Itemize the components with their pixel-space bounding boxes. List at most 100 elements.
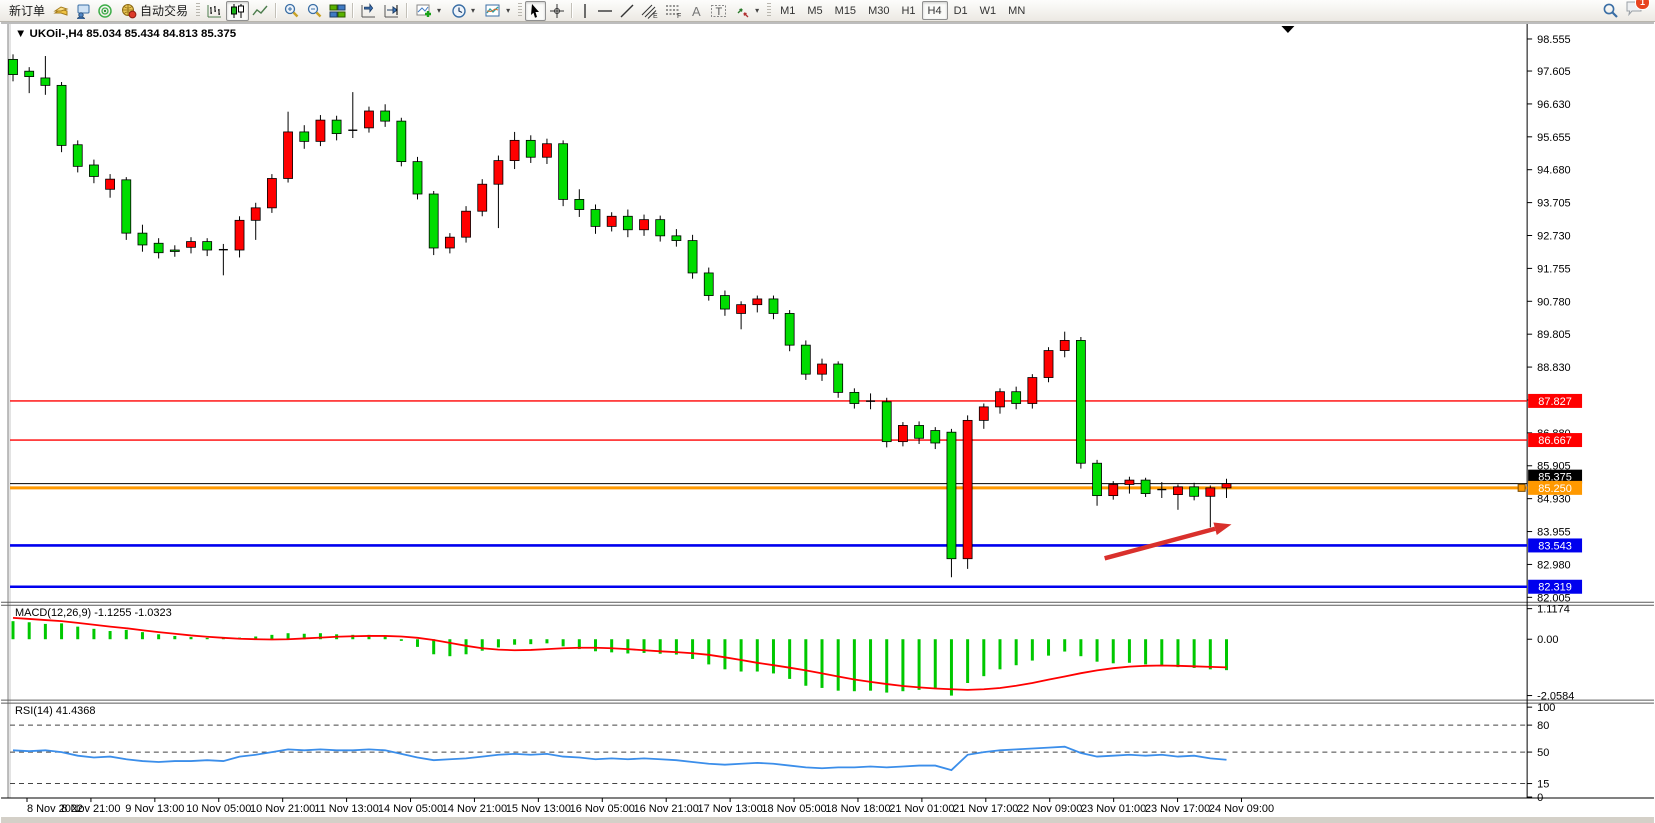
- chart-shift-marker[interactable]: [1281, 25, 1295, 33]
- toolbar-grip[interactable]: [767, 3, 772, 18]
- price-tick-label: 89.805: [1537, 329, 1571, 341]
- chart-shift-button[interactable]: [380, 1, 403, 21]
- tile-windows-icon: [329, 4, 346, 17]
- cursor-icon: [531, 3, 540, 18]
- macd-label: MACD(12,26,9) -1.1255 -1.0323: [15, 607, 172, 619]
- market-watch-icon[interactable]: [50, 1, 72, 21]
- horizontal-line-tool-button[interactable]: [594, 1, 616, 21]
- price-tick-label: 97.605: [1537, 66, 1571, 78]
- terminal-icon[interactable]: [72, 1, 94, 21]
- fibonacci-tool-button[interactable]: F: [662, 1, 686, 21]
- chart-window[interactable]: 98.555 97.605 96.630 95.655 94.680 93.705 92.7…: [0, 22, 1655, 823]
- down-candle: [881, 401, 892, 443]
- zoom-out-button[interactable]: [303, 1, 326, 21]
- rsi-line: [12, 745, 1227, 772]
- clock-icon: [452, 3, 466, 18]
- signals-icon[interactable]: [94, 1, 116, 21]
- up-candle: [898, 425, 908, 443]
- bar-chart-icon: [207, 4, 222, 17]
- down-candle: [930, 430, 941, 444]
- vertical-line-tool-button[interactable]: [576, 1, 594, 21]
- down-candle: [720, 295, 730, 310]
- down-candle: [914, 425, 924, 439]
- macd-signal-line: [12, 616, 1227, 691]
- arrows-tool-button[interactable]: ▾: [730, 1, 764, 21]
- time-tick-label: 8 Nov 21:00: [61, 803, 120, 815]
- up-candle: [1124, 479, 1135, 485]
- down-candle: [590, 209, 601, 227]
- cursor-tool-button[interactable]: [525, 0, 547, 21]
- candlestick-chart-type-button[interactable]: [226, 0, 250, 21]
- crosshair-icon: [550, 3, 565, 18]
- time-tick-label: 10 Nov 21:00: [250, 803, 315, 815]
- toolbar-separator: [275, 3, 278, 18]
- timeframe-button-h4[interactable]: H4: [921, 1, 948, 20]
- down-candle: [946, 431, 957, 560]
- down-candle: [153, 242, 164, 254]
- price-line-label-text: 87.827: [1538, 396, 1572, 408]
- equidistant-channel-tool-button[interactable]: E: [638, 1, 662, 21]
- price-line-label-text: 86.667: [1538, 435, 1572, 447]
- macd-tick-label: 1.1174: [1537, 604, 1570, 616]
- periods-button[interactable]: ▾: [446, 1, 480, 21]
- toolbar-grip[interactable]: [518, 3, 523, 18]
- auto-scroll-button[interactable]: [357, 1, 380, 21]
- add-indicator-icon: [416, 4, 432, 17]
- autotrading-button[interactable]: 自动交易: [116, 1, 193, 21]
- trendline-icon: [620, 4, 634, 17]
- notifications-button[interactable]: 1: [1625, 0, 1650, 21]
- up-candle: [1043, 350, 1054, 378]
- timeframe-button-d1[interactable]: D1: [953, 4, 968, 17]
- zoom-in-button[interactable]: [280, 1, 303, 21]
- down-candle: [800, 344, 811, 375]
- dropdown-caret-icon: ▾: [437, 6, 442, 15]
- timeframe-button-h1[interactable]: H1: [901, 4, 916, 17]
- timeframe-button-m5[interactable]: M5: [807, 4, 823, 17]
- price-tick-label: 82.980: [1537, 559, 1571, 571]
- timeframe-button-m1[interactable]: M1: [780, 4, 796, 17]
- time-tick-label: 23 Nov 01:00: [1081, 803, 1146, 815]
- time-tick-label: 10 Nov 05:00: [186, 803, 251, 815]
- price-tick-label: 98.555: [1537, 34, 1571, 46]
- trendline-tool-button[interactable]: [616, 1, 638, 21]
- down-candle: [40, 77, 51, 86]
- timeframe-button-m15[interactable]: M15: [834, 4, 857, 17]
- toolbar-grip[interactable]: [196, 3, 201, 18]
- indicators-button[interactable]: ▾: [411, 1, 446, 21]
- line-chart-type-button[interactable]: [249, 1, 272, 21]
- text-label-tool-button[interactable]: T: [707, 1, 730, 21]
- annotation-arrow-head[interactable]: [1213, 522, 1232, 536]
- time-tick-label: 18 Nov 18:00: [825, 803, 890, 815]
- time-tick-label: 14 Nov 05:00: [378, 803, 443, 815]
- down-candle: [428, 193, 439, 249]
- text-label-icon: T: [711, 4, 727, 18]
- text-tool-button[interactable]: A: [686, 1, 707, 21]
- hline-drag-handle[interactable]: [1517, 483, 1526, 492]
- up-candle: [606, 215, 617, 227]
- up-candle: [1059, 340, 1070, 351]
- down-candle: [331, 119, 342, 135]
- time-tick-label: 22 Nov 09:00: [1017, 803, 1082, 815]
- timeframe-button-w1[interactable]: W1: [979, 4, 997, 17]
- up-candle: [493, 160, 504, 185]
- broadcast-icon: [98, 3, 112, 18]
- search-icon[interactable]: [1602, 2, 1619, 19]
- dropdown-caret-icon: ▾: [755, 6, 760, 15]
- down-candle: [137, 232, 148, 246]
- price-tick-label: 82.005: [1537, 592, 1571, 604]
- annotation-arrow-shaft[interactable]: [1104, 526, 1216, 561]
- timeframe-button-mn[interactable]: MN: [1008, 4, 1026, 17]
- up-candle: [461, 210, 471, 238]
- crosshair-tool-button[interactable]: [546, 1, 568, 21]
- price-line-label-text: 85.375: [1538, 472, 1572, 484]
- time-tick-label: 23 Nov 17:00: [1145, 803, 1210, 815]
- price-line-label-text: 83.543: [1538, 540, 1572, 552]
- templates-button[interactable]: ▾: [480, 1, 515, 21]
- timeframe-button-m30[interactable]: M30: [868, 4, 890, 17]
- tile-windows-button[interactable]: [326, 1, 349, 21]
- new-order-button[interactable]: 新订单: [4, 1, 50, 21]
- down-candle: [574, 199, 585, 210]
- down-candle: [655, 219, 666, 237]
- up-candle: [978, 406, 989, 421]
- bar-chart-type-button[interactable]: [203, 1, 226, 21]
